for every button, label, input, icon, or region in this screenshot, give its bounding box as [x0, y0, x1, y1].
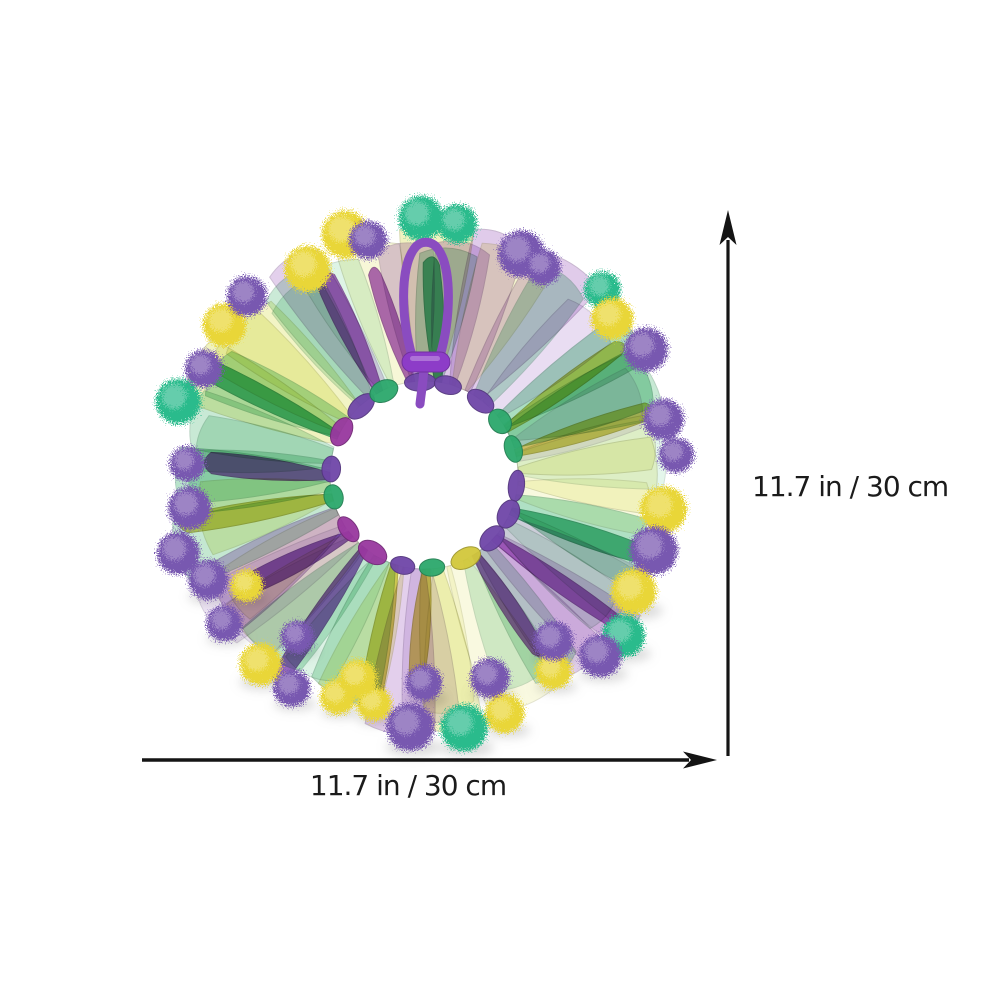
- width-dimension-arrow: [142, 751, 717, 769]
- right-arrowhead-icon: [683, 751, 717, 769]
- height-dimension-label: 11.7 in / 30 cm: [752, 470, 949, 503]
- width-dimension-label: 11.7 in / 30 cm: [309, 769, 507, 802]
- height-dimension-arrow: [719, 210, 737, 756]
- up-arrowhead-icon: [719, 210, 737, 245]
